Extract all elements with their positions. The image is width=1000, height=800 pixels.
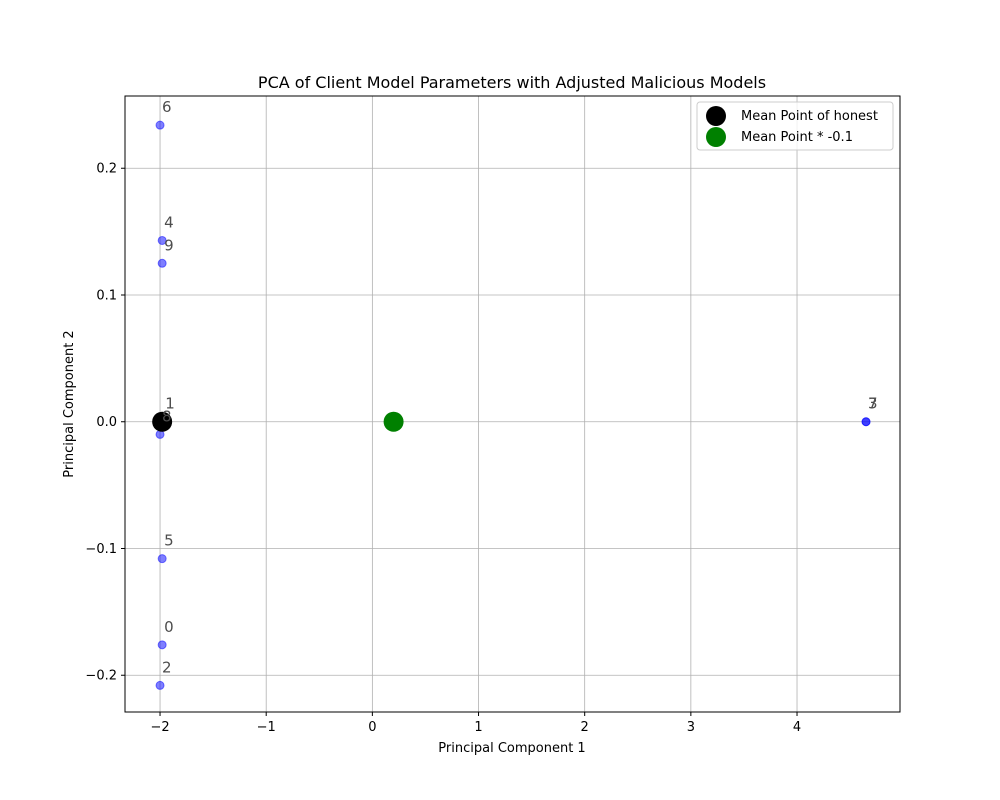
x-axis-ticks: −2 −1 0 1 2 3 4 bbox=[150, 712, 801, 735]
client-point bbox=[157, 554, 167, 564]
x-axis-label: Principal Component 1 bbox=[438, 741, 585, 756]
x-tick-label: 0 bbox=[368, 720, 376, 735]
x-tick-label: 1 bbox=[474, 720, 482, 735]
legend-label-honest-mean: Mean Point of honest bbox=[741, 109, 878, 124]
y-tick-label: 0.1 bbox=[96, 288, 117, 303]
y-tick-label: −0.2 bbox=[85, 669, 117, 684]
scaled-mean-point bbox=[383, 411, 404, 432]
chart-title: PCA of Client Model Parameters with Adju… bbox=[258, 73, 766, 92]
x-tick-label: −1 bbox=[257, 720, 276, 735]
client-point bbox=[861, 417, 871, 427]
client-point-label: 1 bbox=[165, 395, 175, 413]
client-point bbox=[155, 680, 165, 690]
y-tick-label: 0.0 bbox=[96, 415, 117, 430]
client-point-label: 7 bbox=[868, 395, 878, 413]
x-tick-label: −2 bbox=[150, 720, 169, 735]
plot-area-frame bbox=[124, 95, 901, 713]
legend-marker-scaled-mean bbox=[706, 127, 726, 147]
y-axis-label: Principal Component 2 bbox=[62, 330, 77, 477]
mean-points bbox=[152, 411, 404, 432]
y-tick-label: −0.1 bbox=[85, 542, 117, 557]
x-tick-label: 3 bbox=[687, 720, 695, 735]
client-point bbox=[157, 258, 167, 268]
point-labels: 0 1 2 3 4 5 6 7 8 9 bbox=[162, 98, 878, 676]
x-tick-label: 4 bbox=[793, 720, 801, 735]
x-tick-label: 2 bbox=[581, 720, 589, 735]
client-point-label: 4 bbox=[164, 213, 174, 231]
client-point-label: 6 bbox=[162, 98, 172, 116]
client-point-label: 3 bbox=[868, 395, 878, 413]
client-point-label: 2 bbox=[162, 658, 172, 676]
client-point bbox=[157, 640, 167, 650]
legend-box bbox=[696, 101, 894, 151]
legend: Mean Point of honest Mean Point * -0.1 bbox=[696, 101, 894, 151]
legend-marker-honest-mean bbox=[706, 106, 726, 126]
client-point-label: 5 bbox=[164, 532, 174, 550]
grid-lines bbox=[125, 96, 900, 712]
client-point bbox=[157, 235, 167, 245]
data-points bbox=[155, 120, 871, 690]
honest-mean-point bbox=[152, 411, 173, 432]
client-point-label: 8 bbox=[162, 407, 172, 425]
y-tick-label: 0.2 bbox=[96, 162, 117, 177]
client-point-label: 9 bbox=[164, 236, 174, 254]
client-point bbox=[155, 120, 165, 130]
y-axis-ticks: −0.2 −0.1 0.0 0.1 0.2 bbox=[85, 162, 125, 684]
client-point-label: 0 bbox=[164, 618, 174, 636]
legend-label-scaled-mean: Mean Point * -0.1 bbox=[741, 130, 853, 145]
